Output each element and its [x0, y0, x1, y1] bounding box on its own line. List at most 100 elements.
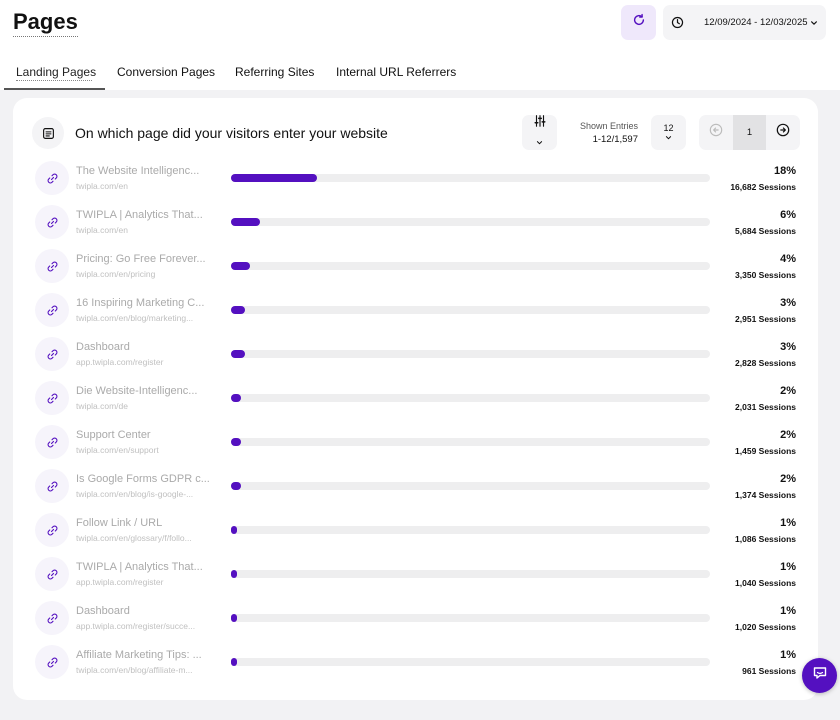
link-icon[interactable]	[35, 557, 69, 591]
list-item[interactable]: Die Website-Intelligenc... twipla.com/de 2…	[13, 376, 818, 420]
chat-support-button[interactable]	[802, 658, 837, 693]
sessions-count: 961 Sessions	[742, 666, 796, 676]
tab-internal-url-referrers[interactable]: Internal URL Referrers	[336, 65, 457, 79]
page-url: app.twipla.com/register/succe...	[76, 621, 196, 631]
sessions-count: 2,031 Sessions	[735, 402, 796, 412]
page-url: app.twipla.com/register	[76, 357, 164, 367]
share-bar-track	[231, 614, 710, 622]
current-page-number[interactable]: 1	[732, 115, 767, 150]
list-item[interactable]: Support Center twipla.com/en/support 2% 1,4…	[13, 420, 818, 464]
list-item[interactable]: Dashboard app.twipla.com/register/succe..…	[13, 596, 818, 640]
page-title-text[interactable]: TWIPLA | Analytics That...	[76, 209, 203, 221]
link-icon[interactable]	[35, 513, 69, 547]
link-icon[interactable]	[35, 205, 69, 239]
page-url: twipla.com/de	[76, 401, 128, 411]
share-percent: 4%	[780, 253, 796, 265]
share-bar-fill	[231, 614, 237, 622]
list-item[interactable]: Is Google Forms GDPR c... twipla.com/en/b…	[13, 464, 818, 508]
page-title-text[interactable]: 16 Inspiring Marketing C...	[76, 297, 205, 309]
page-title: Pages	[13, 9, 78, 37]
arrow-left-circle-icon	[709, 123, 723, 142]
page-url: twipla.com/en/glossary/f/follo...	[76, 533, 192, 543]
list-item[interactable]: Follow Link / URL twipla.com/en/glossary/…	[13, 508, 818, 552]
page-url: twipla.com/en	[76, 181, 128, 191]
share-percent: 1%	[780, 605, 796, 617]
share-percent: 2%	[780, 385, 796, 397]
share-bar-fill	[231, 570, 237, 578]
share-percent: 1%	[780, 561, 796, 573]
card-title: On which page did your visitors enter yo…	[75, 125, 388, 141]
list-item[interactable]: TWIPLA | Analytics That... twipla.com/en 6…	[13, 200, 818, 244]
page-title-text[interactable]: Support Center	[76, 429, 151, 441]
share-percent: 1%	[780, 517, 796, 529]
share-bar-track	[231, 174, 710, 182]
share-bar-fill	[231, 526, 237, 534]
list-item[interactable]: TWIPLA | Analytics That... app.twipla.com…	[13, 552, 818, 596]
page-title-text[interactable]: Dashboard	[76, 341, 130, 353]
tabs-bar: Landing Pages Conversion Pages Referring…	[0, 50, 840, 90]
link-icon[interactable]	[35, 337, 69, 371]
share-bar-fill	[231, 306, 245, 314]
share-percent: 2%	[780, 473, 796, 485]
page-url: twipla.com/en/blog/is-google-...	[76, 489, 194, 499]
refresh-button[interactable]	[621, 5, 656, 40]
link-icon[interactable]	[35, 645, 69, 679]
page-title-text[interactable]: Follow Link / URL	[76, 517, 163, 529]
filter-button[interactable]	[522, 115, 557, 150]
share-bar-track	[231, 526, 710, 534]
link-icon[interactable]	[35, 601, 69, 635]
share-bar-track	[231, 306, 710, 314]
sliders-icon	[533, 114, 547, 133]
share-bar-track	[231, 218, 710, 226]
share-bar-track	[231, 438, 710, 446]
sessions-count: 2,951 Sessions	[735, 314, 796, 324]
entries-per-page-select[interactable]: 12	[651, 115, 686, 150]
share-bar-fill	[231, 394, 241, 402]
list-item[interactable]: Affiliate Marketing Tips: ... twipla.com/…	[13, 640, 818, 684]
page-title-text[interactable]: Dashboard	[76, 605, 130, 617]
sessions-count: 3,350 Sessions	[735, 270, 796, 280]
tab-landing-pages[interactable]: Landing Pages	[16, 65, 97, 79]
previous-page-button[interactable]	[699, 115, 733, 150]
next-page-button[interactable]	[766, 115, 800, 150]
tab-conversion-pages[interactable]: Conversion Pages	[117, 65, 216, 79]
share-bar-track	[231, 570, 710, 578]
list-item[interactable]: Dashboard app.twipla.com/register 3% 2,828 …	[13, 332, 818, 376]
share-bar-fill	[231, 262, 250, 270]
landing-pages-list: The Website Intelligenc... twipla.com/en 1…	[13, 156, 818, 684]
sessions-count: 1,086 Sessions	[735, 534, 796, 544]
share-percent: 3%	[780, 297, 796, 309]
page-title-text[interactable]: The Website Intelligenc...	[76, 165, 200, 177]
list-item[interactable]: The Website Intelligenc... twipla.com/en 1…	[13, 156, 818, 200]
date-range-picker[interactable]: 12/09/2024 - 12/03/2025	[663, 5, 826, 40]
page-title-text[interactable]: Is Google Forms GDPR c...	[76, 473, 210, 485]
share-percent: 6%	[780, 209, 796, 221]
chevron-down-icon	[810, 19, 818, 27]
link-icon[interactable]	[35, 249, 69, 283]
tab-referring-sites[interactable]: Referring Sites	[235, 65, 315, 79]
page-title-text[interactable]: TWIPLA | Analytics That...	[76, 561, 203, 573]
active-tab-indicator	[4, 88, 105, 90]
list-item[interactable]: 16 Inspiring Marketing C... twipla.com/en…	[13, 288, 818, 332]
link-icon[interactable]	[35, 161, 69, 195]
sessions-count: 1,040 Sessions	[735, 578, 796, 588]
page-title-text[interactable]: Affiliate Marketing Tips: ...	[76, 649, 202, 661]
sessions-count: 5,684 Sessions	[735, 226, 796, 236]
share-bar-track	[231, 658, 710, 666]
link-icon[interactable]	[35, 381, 69, 415]
page-title-text[interactable]: Pricing: Go Free Forever...	[76, 253, 206, 265]
entries-per-page-value: 12	[663, 122, 674, 133]
chat-icon	[812, 665, 828, 686]
link-icon[interactable]	[35, 469, 69, 503]
share-percent: 3%	[780, 341, 796, 353]
link-icon[interactable]	[35, 425, 69, 459]
active-tab-dotted-underline	[16, 80, 92, 81]
top-bar: Pages 12/09/2024 - 12/03/2025	[0, 0, 840, 50]
page-title-text[interactable]: Die Website-Intelligenc...	[76, 385, 198, 397]
link-icon[interactable]	[35, 293, 69, 327]
list-item[interactable]: Pricing: Go Free Forever... twipla.com/en…	[13, 244, 818, 288]
share-bar-fill	[231, 438, 241, 446]
date-range-text: 12/09/2024 - 12/03/2025	[704, 17, 808, 28]
document-icon	[32, 117, 64, 149]
chevron-down-icon	[536, 133, 543, 151]
